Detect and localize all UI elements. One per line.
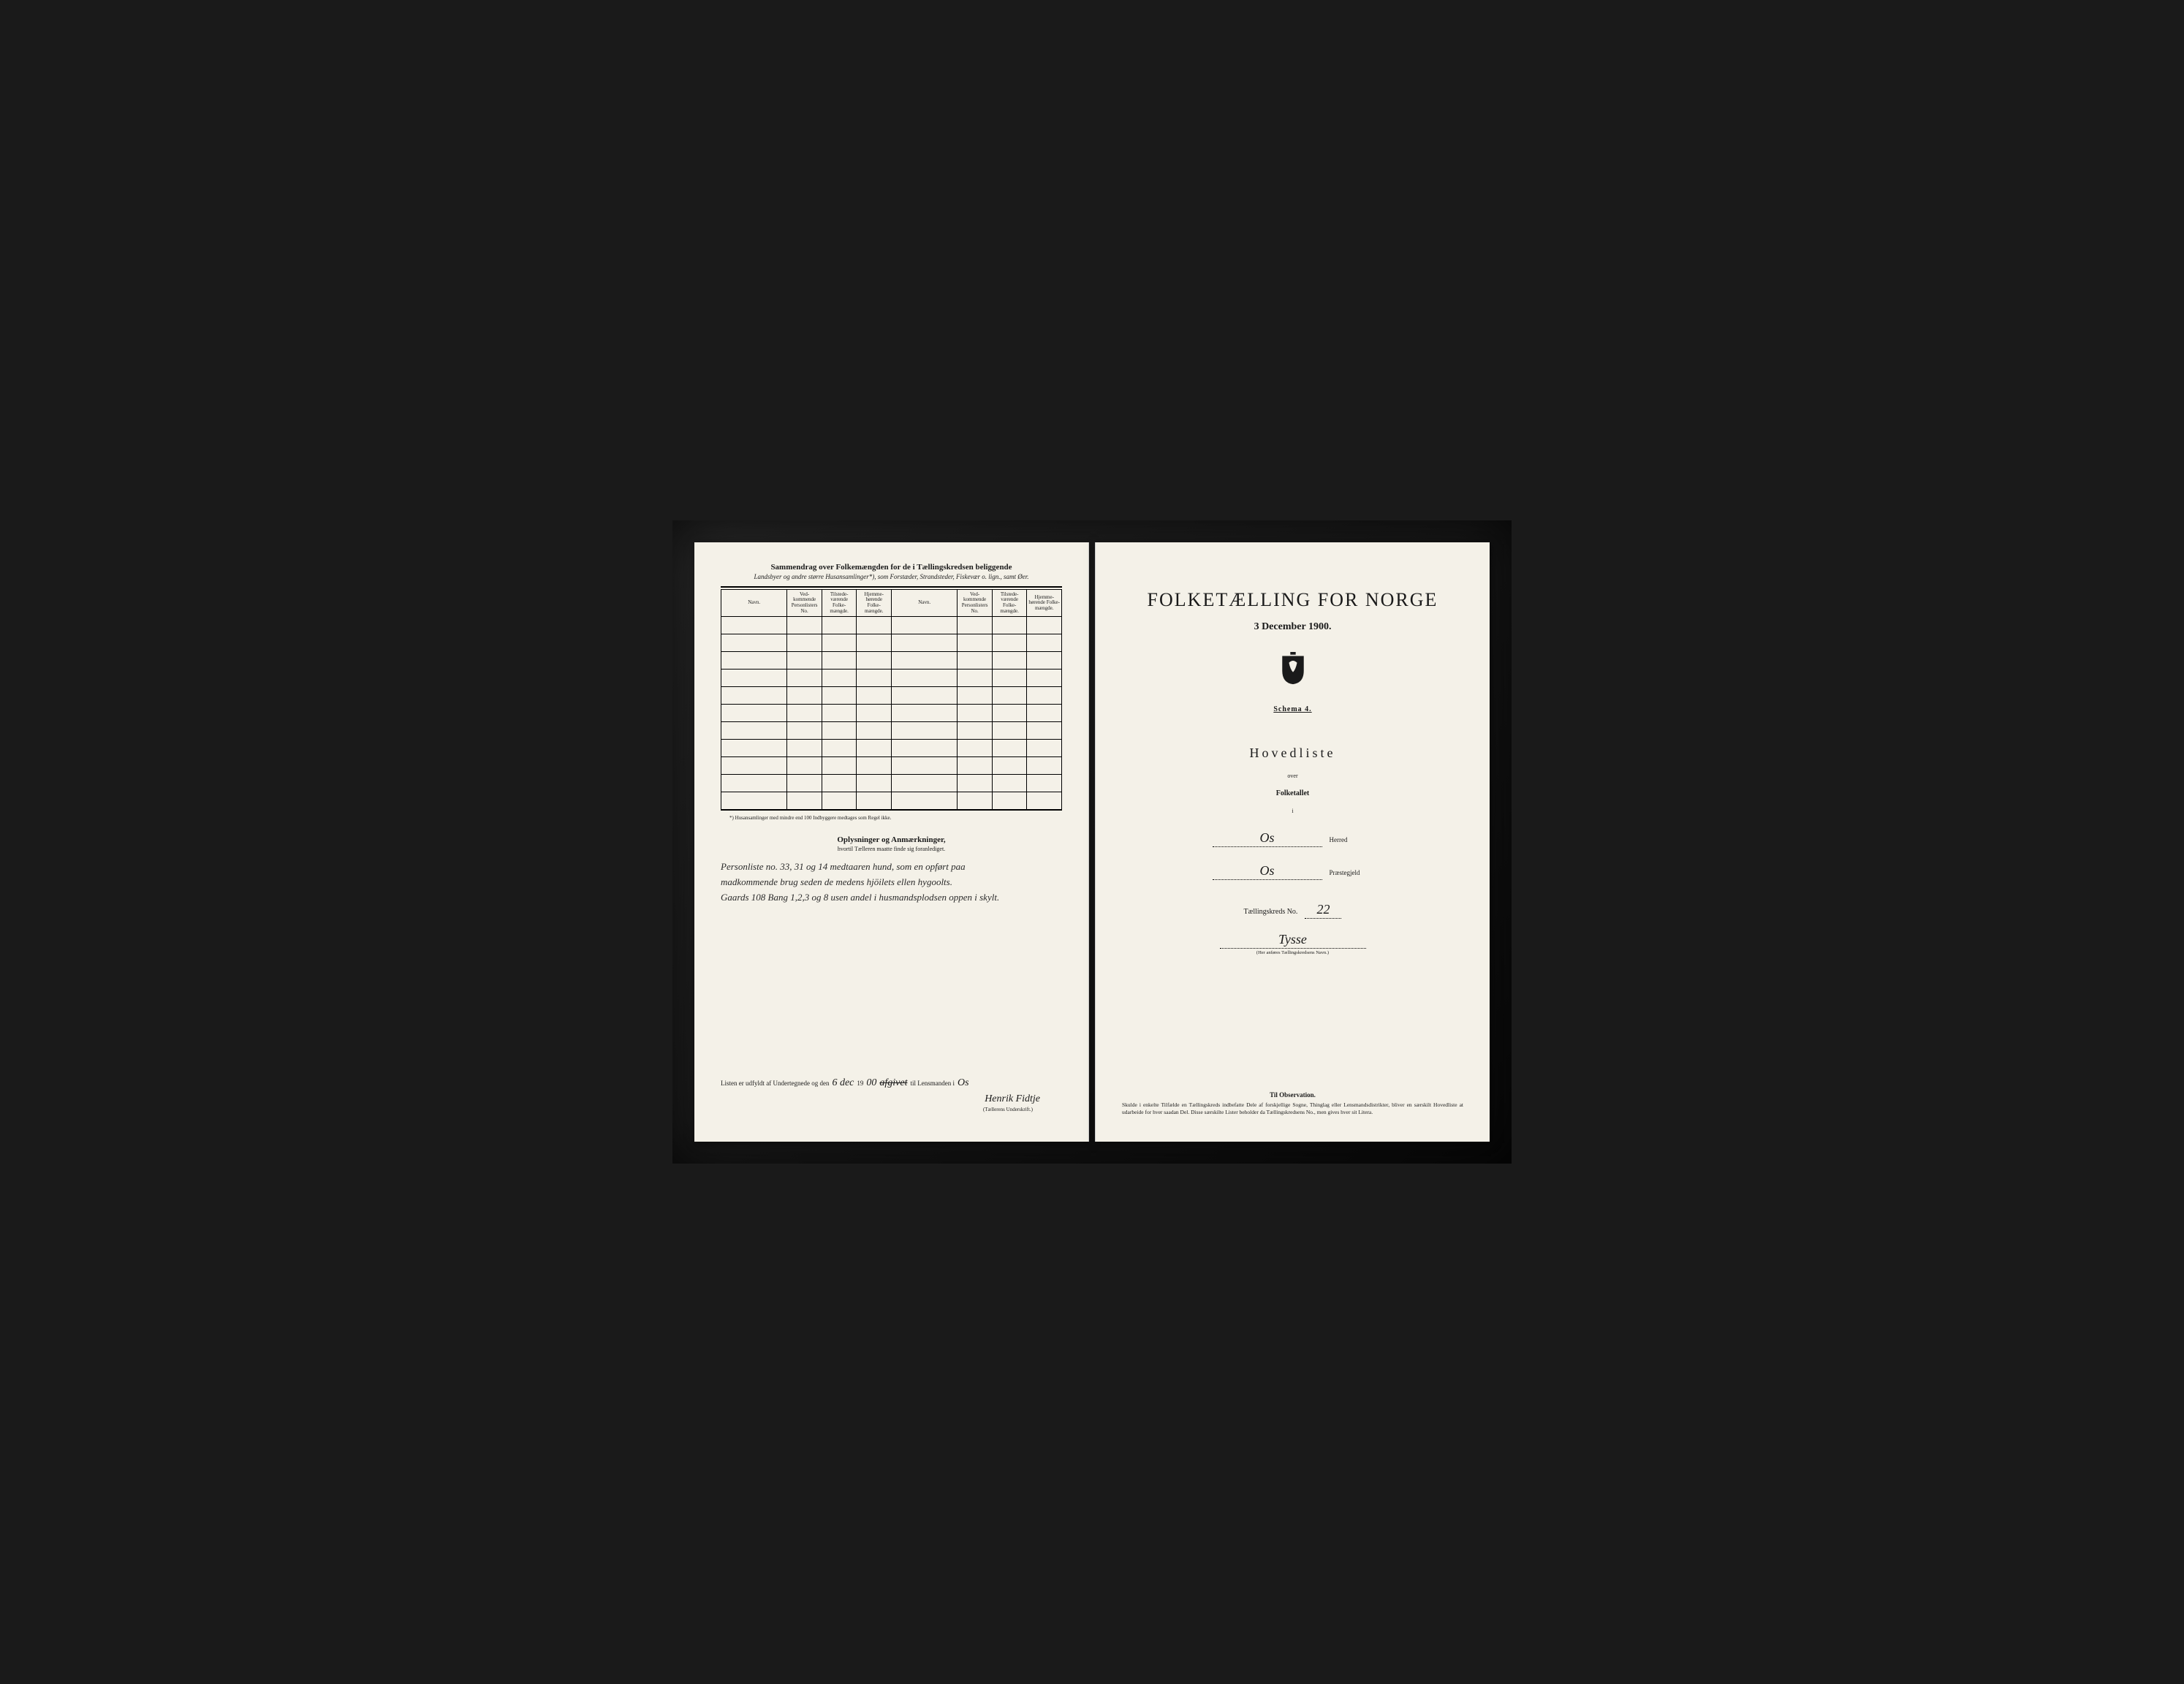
kreds-name: Tysse <box>1220 932 1366 949</box>
observation-title: Til Observation. <box>1122 1091 1463 1099</box>
table-row <box>721 775 1062 792</box>
handwriting-line: madkommende brug seden de medens hjöilet… <box>721 875 1062 890</box>
over-label: over <box>1122 773 1463 779</box>
summary-header: Sammendrag over Folkemængden for de i Tæ… <box>721 563 1062 582</box>
sig-place: Os <box>958 1077 969 1089</box>
remarks-subtitle: hvortil Tælleren maatte finde sig foranl… <box>721 846 1062 852</box>
th-hjemme-1: Hjemme-hørende Folke-mængde. <box>857 589 892 617</box>
signature-block: Listen er udfyldt af Undertegnede og den… <box>721 1077 1062 1112</box>
sig-middle: til Lensmanden i <box>911 1080 955 1087</box>
herred-value: Os <box>1213 830 1322 847</box>
handwriting-line: Personliste no. 33, 31 og 14 medtaaren h… <box>721 860 1062 875</box>
hovedliste-title: Hovedliste <box>1122 746 1463 761</box>
table-row <box>721 670 1062 687</box>
kreds-prefix: Tællingskreds No. <box>1244 908 1298 916</box>
summary-title: Sammendrag over Folkemængden for de i Tæ… <box>721 563 1062 572</box>
left-page: Sammendrag over Folkemængden for de i Tæ… <box>694 542 1089 1142</box>
handwriting-line: Gaards 108 Bang 1,2,3 og 8 usen andel i … <box>721 890 1062 906</box>
signature-name: Henrik Fidtje <box>721 1093 1062 1105</box>
table-row <box>721 757 1062 775</box>
census-date: 3 December 1900. <box>1122 621 1463 633</box>
observation-section: Til Observation. Skulde i enkelte Tilfæl… <box>1122 1091 1463 1115</box>
herred-label: Herred <box>1330 836 1373 843</box>
folketallet-label: Folketallet <box>1122 789 1463 797</box>
summary-table: Navn. Ved-kommende Personlisters No. Til… <box>721 589 1062 811</box>
divider <box>721 810 1062 811</box>
th-vedkommende-2: Ved-kommende Personlisters No. <box>958 589 993 617</box>
th-tilstede-1: Tilstede-værende Folke-mængde. <box>822 589 857 617</box>
table-row <box>721 652 1062 670</box>
sig-year-prefix: 19 <box>857 1080 863 1087</box>
praestegjeld-field: Os Præstegjeld <box>1122 863 1463 880</box>
kreds-caption: (Her anføres Tællingskredsens Navn.) <box>1122 950 1463 955</box>
kreds-value: 22 <box>1305 902 1341 919</box>
i-label: i <box>1122 808 1463 814</box>
table-footnote: *) Husansamlinger med mindre end 100 Ind… <box>721 815 1062 821</box>
th-vedkommende-1: Ved-kommende Personlisters No. <box>787 589 822 617</box>
table-row <box>721 705 1062 722</box>
table-row <box>721 740 1062 757</box>
sig-crossed: afgivet <box>879 1077 907 1089</box>
th-tilstede-2: Tilstede-værende Folke-mængde. <box>992 589 1027 617</box>
table-row <box>721 792 1062 810</box>
th-navn-2: Navn. <box>891 589 957 617</box>
sig-prefix: Listen er udfyldt af Undertegnede og den <box>721 1080 829 1087</box>
signature-caption: (Tællerens Underskrift.) <box>721 1107 1062 1112</box>
remarks-title: Oplysninger og Anmærkninger, <box>721 835 1062 844</box>
table-row <box>721 687 1062 705</box>
remarks-section: Oplysninger og Anmærkninger, hvortil Tæl… <box>721 835 1062 852</box>
observation-text: Skulde i enkelte Tilfælde en Tællingskre… <box>1122 1101 1463 1115</box>
right-page: FOLKETÆLLING FOR NORGE 3 December 1900. … <box>1095 542 1490 1142</box>
table-row <box>721 634 1062 652</box>
coat-of-arms-icon <box>1279 652 1307 686</box>
table-row <box>721 617 1062 634</box>
document-scan: Sammendrag over Folkemængden for de i Tæ… <box>672 520 1512 1164</box>
summary-subtitle: Landsbyer og andre større Husansamlinger… <box>721 573 1062 582</box>
divider <box>721 586 1062 588</box>
th-navn-1: Navn. <box>721 589 787 617</box>
praestegjeld-label: Præstegjeld <box>1330 869 1373 876</box>
kreds-field: Tællingskreds No. 22 <box>1122 902 1463 919</box>
table-row <box>721 722 1062 740</box>
sig-day: 6 dec <box>832 1077 854 1089</box>
kreds-name-field: Tysse <box>1122 932 1463 949</box>
herred-field: Os Herred <box>1122 830 1463 847</box>
sig-year-hand: 00 <box>866 1077 876 1089</box>
summary-table-body <box>721 617 1062 810</box>
th-hjemme-2: Hjemme-hørende Folke-mængde. <box>1027 589 1062 617</box>
remarks-handwriting: Personliste no. 33, 31 og 14 medtaaren h… <box>721 860 1062 911</box>
census-title: FOLKETÆLLING FOR NORGE <box>1122 589 1463 611</box>
schema-label: Schema 4. <box>1122 705 1463 713</box>
praestegjeld-value: Os <box>1213 863 1322 880</box>
